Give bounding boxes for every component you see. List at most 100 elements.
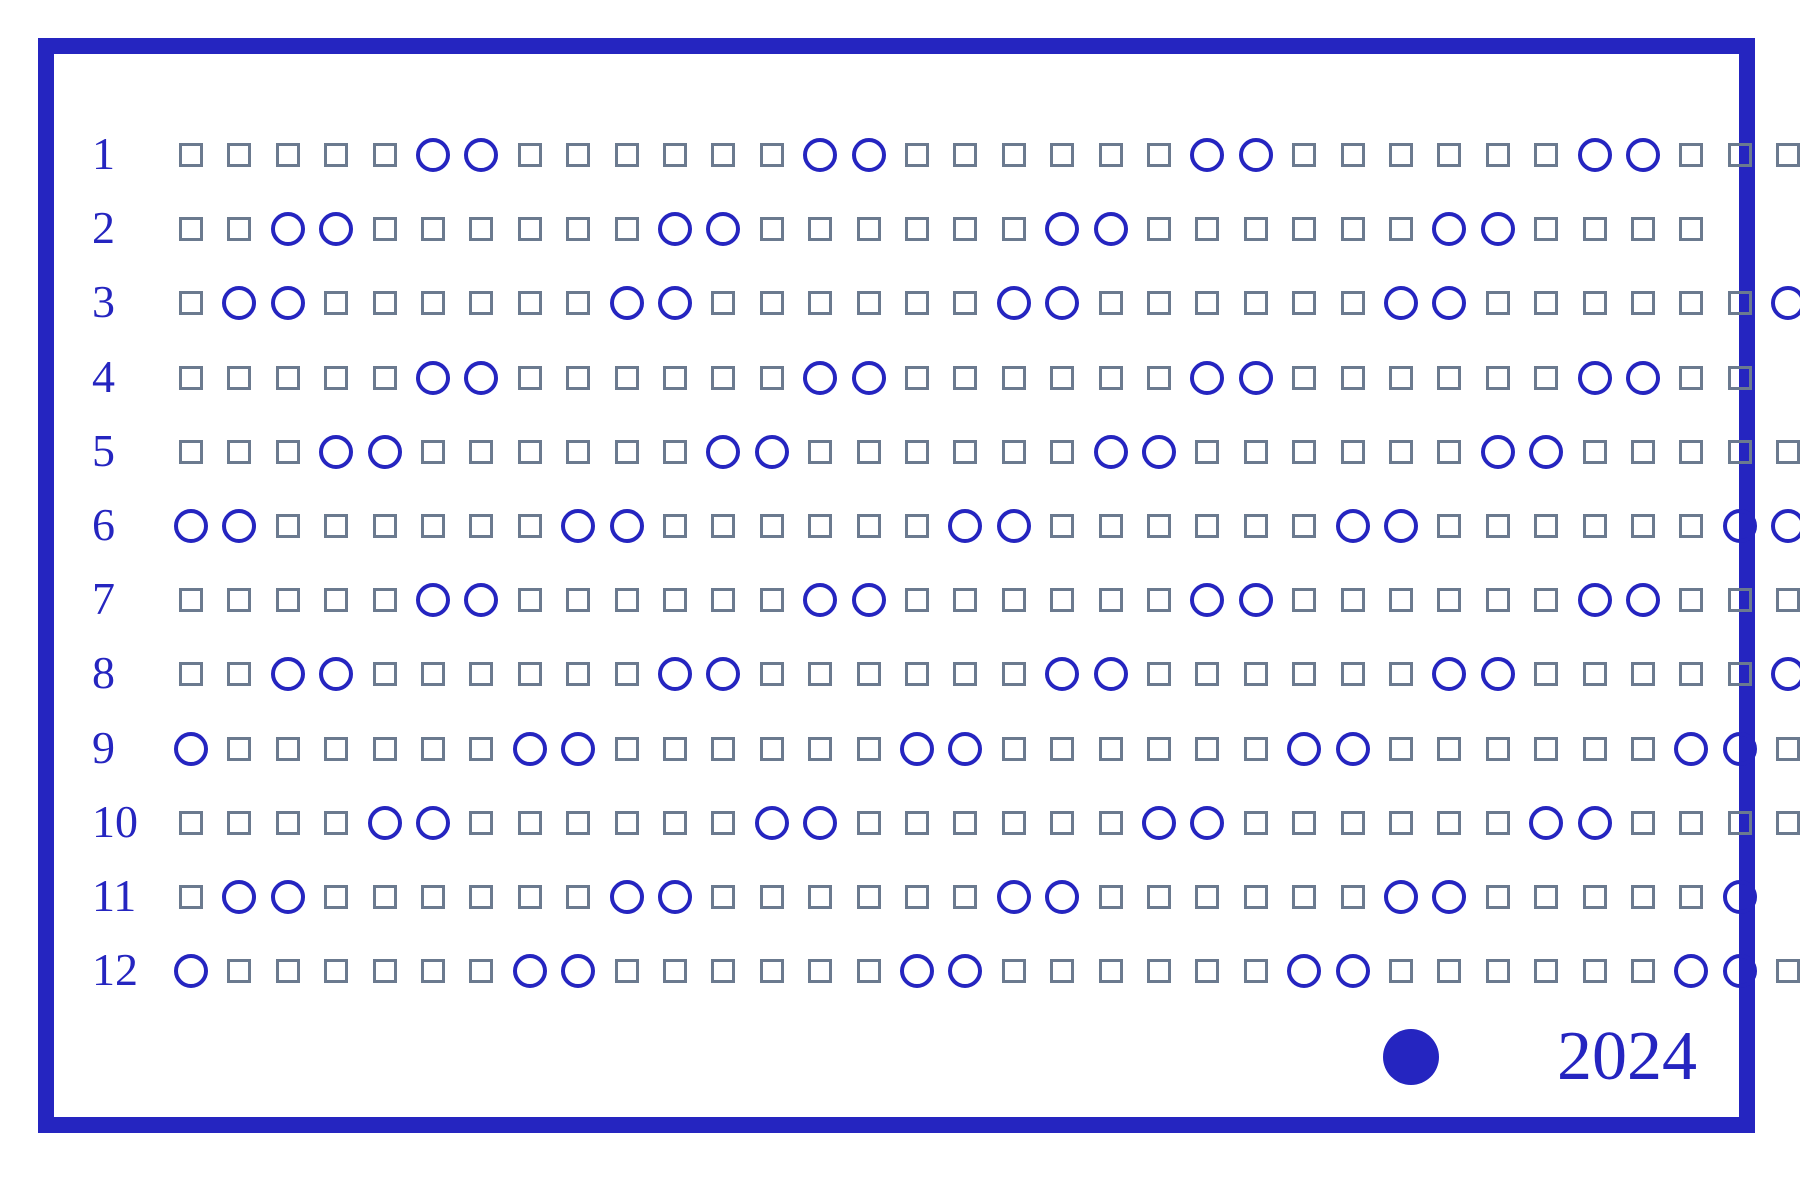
- day-cell-workday: [953, 217, 978, 242]
- day-cell-workday: [1195, 439, 1220, 464]
- day-cell-holiday: [996, 286, 1031, 321]
- day-cell-holiday: [1335, 731, 1370, 766]
- day-cell-workday: [1534, 365, 1559, 390]
- day-cell-holiday: [174, 731, 208, 766]
- day-cell-holiday: [609, 880, 644, 914]
- day-cell-holiday: [561, 731, 596, 766]
- day-cell-workday: [1050, 810, 1075, 835]
- day-cell-workday: [275, 514, 300, 538]
- day-cell-workday: [372, 959, 397, 984]
- day-cell-workday: [1485, 959, 1510, 984]
- day-cell-workday: [227, 588, 252, 613]
- day-cell-workday: [1776, 810, 1800, 835]
- day-cell-holiday: [1626, 138, 1660, 172]
- day-cell-workday: [1485, 143, 1510, 167]
- day-cell-workday: [421, 291, 445, 316]
- day-cell-holiday: [1480, 212, 1515, 247]
- day-cell-workday: [1195, 662, 1220, 687]
- day-cell-holiday: [658, 657, 692, 692]
- day-cell-workday: [953, 439, 978, 464]
- day-cell-workday: [1389, 810, 1413, 835]
- day-cell-workday: [1679, 291, 1704, 316]
- day-cell-workday: [614, 736, 639, 761]
- day-cell-workday: [179, 662, 203, 687]
- day-cell-workday: [1389, 439, 1413, 464]
- holiday-legend-dot: [1383, 1029, 1439, 1085]
- day-cell-workday: [517, 439, 542, 464]
- day-cell-holiday: [1480, 434, 1515, 469]
- day-cell-workday: [372, 588, 397, 613]
- day-cell-workday: [1534, 217, 1559, 242]
- day-cell-workday: [1340, 291, 1365, 316]
- day-cell-workday: [905, 291, 929, 316]
- day-cell-holiday: [754, 434, 789, 469]
- day-cell-workday: [227, 143, 252, 167]
- day-cell-workday: [1727, 439, 1752, 464]
- day-cell-workday: [614, 588, 639, 613]
- day-cell-workday: [227, 365, 252, 390]
- day-cell-workday: [1050, 736, 1075, 761]
- day-cell-workday: [372, 662, 397, 687]
- day-cell-workday: [1098, 736, 1123, 761]
- day-cell-workday: [856, 439, 881, 464]
- month-label: 8: [92, 647, 115, 699]
- day-cell-workday: [421, 959, 445, 984]
- day-cell-workday: [1001, 588, 1026, 613]
- day-cell-holiday: [1480, 657, 1515, 692]
- day-cell-workday: [179, 291, 203, 316]
- day-cell-workday: [1631, 291, 1655, 316]
- day-cell-workday: [808, 959, 833, 984]
- day-cell-workday: [421, 662, 445, 687]
- day-cell-workday: [1195, 736, 1220, 761]
- day-cell-workday: [324, 588, 349, 613]
- day-cell-workday: [1389, 143, 1413, 167]
- day-cell-holiday: [706, 434, 741, 469]
- day-cell-workday: [227, 439, 252, 464]
- day-cell-workday: [275, 959, 300, 984]
- day-cell-workday: [759, 736, 784, 761]
- day-cell-holiday: [1577, 138, 1612, 172]
- month-label: 3: [92, 276, 115, 328]
- day-cell-workday: [1195, 291, 1220, 316]
- month-label: 10: [92, 795, 138, 847]
- day-cell-holiday: [416, 805, 450, 840]
- year-label: 2024: [1557, 1018, 1697, 1095]
- day-cell-workday: [1147, 143, 1171, 167]
- day-cell-workday: [1050, 514, 1075, 538]
- day-cell-workday: [1437, 143, 1462, 167]
- day-cell-holiday: [1722, 731, 1757, 766]
- day-cell-workday: [1679, 365, 1704, 390]
- day-cell-holiday: [1287, 731, 1322, 766]
- day-cell-workday: [1340, 588, 1365, 613]
- day-cell-workday: [469, 514, 494, 538]
- day-cell-holiday: [851, 360, 886, 395]
- day-cell-workday: [905, 143, 929, 167]
- day-cell-holiday: [1045, 880, 1080, 914]
- day-cell-workday: [808, 217, 833, 242]
- day-cell-holiday: [1432, 212, 1467, 247]
- day-cell-workday: [1679, 143, 1704, 167]
- day-cell-holiday: [609, 286, 644, 321]
- day-cell-workday: [1195, 514, 1220, 538]
- day-cell-workday: [1631, 217, 1655, 242]
- day-cell-workday: [179, 588, 203, 613]
- day-cell-workday: [614, 143, 639, 167]
- day-cell-workday: [953, 810, 978, 835]
- day-cell-workday: [1195, 885, 1220, 909]
- day-cell-workday: [1631, 514, 1655, 538]
- day-cell-workday: [905, 885, 929, 909]
- day-cell-workday: [1243, 810, 1268, 835]
- day-cell-holiday: [803, 138, 838, 172]
- day-cell-workday: [1679, 588, 1704, 613]
- day-cell-workday: [517, 514, 542, 538]
- day-cell-workday: [1776, 439, 1800, 464]
- day-cell-workday: [372, 885, 397, 909]
- day-cell-workday: [469, 291, 494, 316]
- day-cell-workday: [1631, 810, 1655, 835]
- day-cell-workday: [1485, 588, 1510, 613]
- day-cell-holiday: [996, 509, 1031, 543]
- day-cell-workday: [1340, 217, 1365, 242]
- day-cell-workday: [953, 143, 978, 167]
- day-cell-workday: [1679, 885, 1704, 909]
